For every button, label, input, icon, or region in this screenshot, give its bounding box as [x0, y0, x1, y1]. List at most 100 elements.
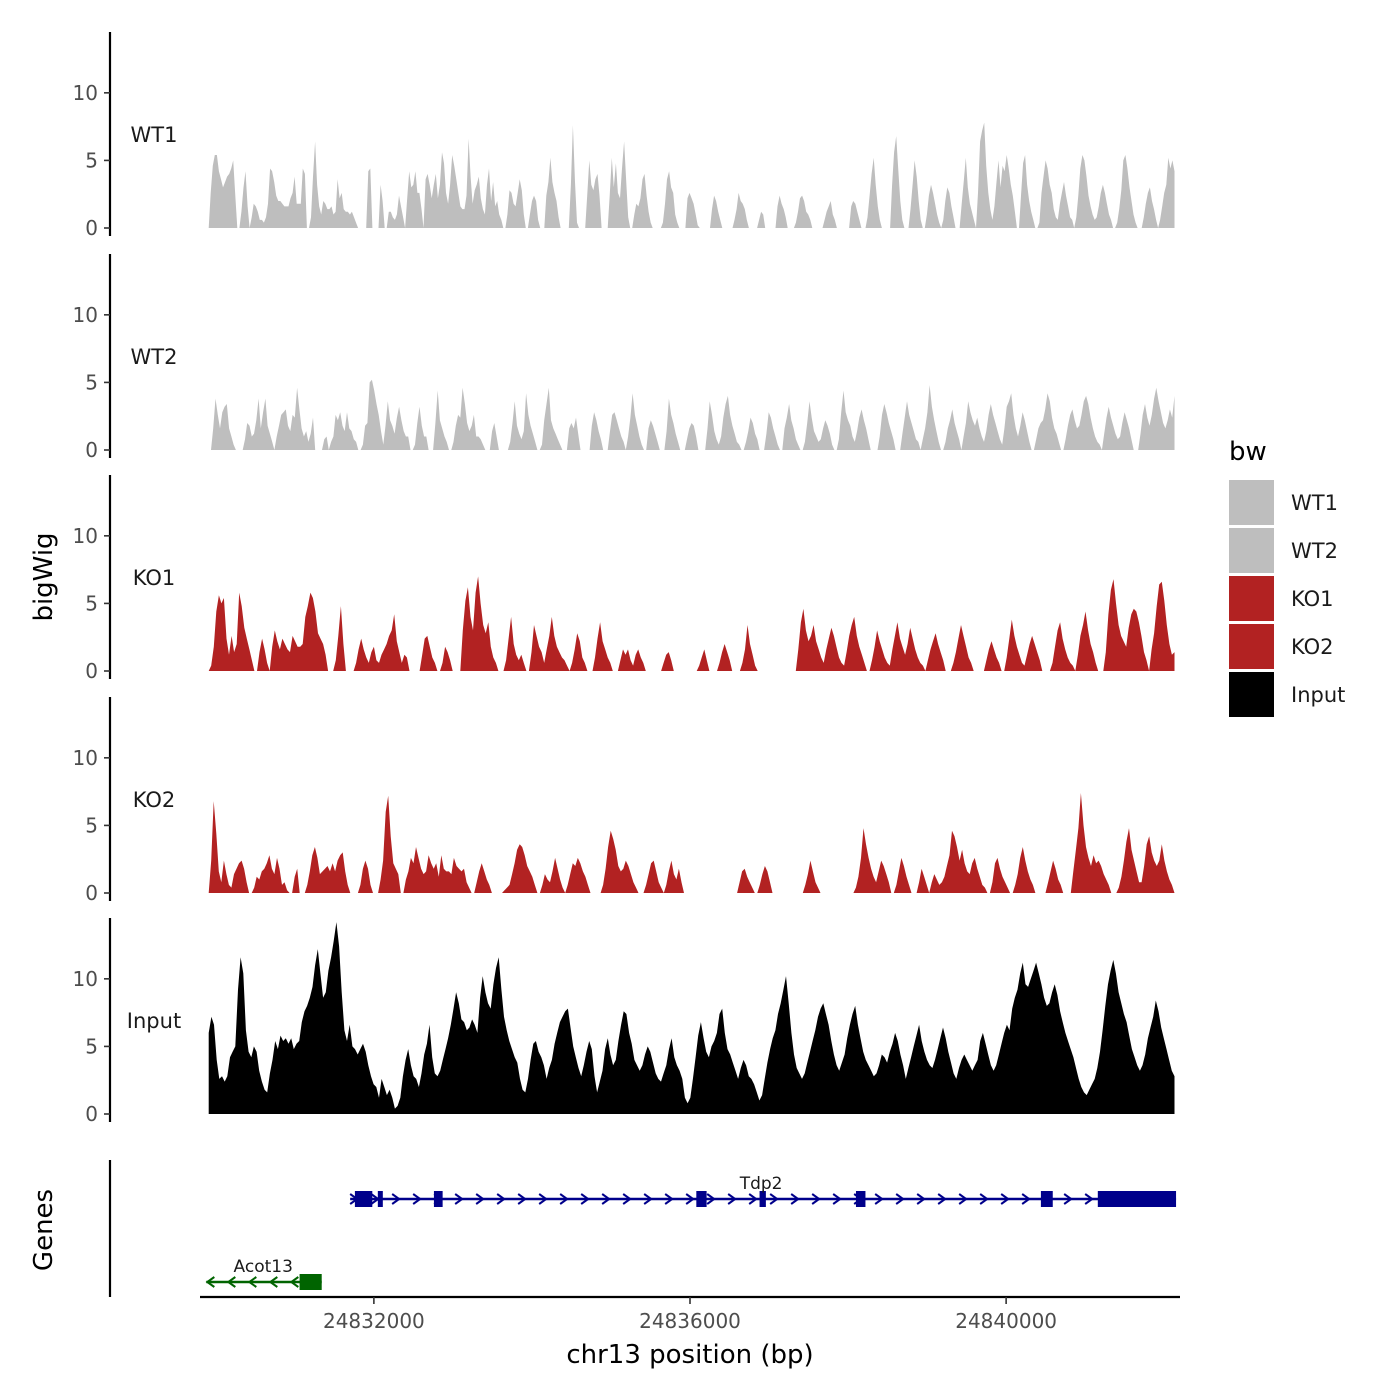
- strand-arrow: [958, 1193, 968, 1205]
- y-tick-label: 5: [85, 1034, 98, 1058]
- track-panel-ko1: 0 5 10 KO1: [73, 475, 1175, 683]
- coverage-area-wt1: [208, 122, 1175, 228]
- strand-arrow: [916, 1193, 926, 1205]
- legend-entry: WT2: [1229, 528, 1338, 573]
- gene-acot13: Acot13: [205, 1257, 322, 1290]
- legend-entry: KO2: [1229, 624, 1334, 669]
- track-label: WT1: [131, 123, 178, 147]
- gene-label: Acot13: [234, 1257, 293, 1277]
- strand-arrow: [538, 1193, 548, 1205]
- y-tick-label: 0: [85, 438, 98, 462]
- gene-annotation-panel: Tdp2 Acot13: [108, 1160, 1177, 1297]
- strand-arrow: [601, 1193, 611, 1205]
- legend-label: WT2: [1291, 539, 1338, 563]
- strand-arrow: [622, 1193, 632, 1205]
- strand-arrow: [391, 1193, 401, 1205]
- y-tick-label: 10: [73, 746, 98, 770]
- gene-exon: [855, 1191, 866, 1207]
- track-panel-ko2: 0 5 10 KO2: [73, 697, 1175, 905]
- strand-arrow: [979, 1193, 989, 1205]
- strand-arrow: [226, 1276, 236, 1288]
- strand-arrow: [1021, 1193, 1031, 1205]
- track-label: Input: [127, 1009, 181, 1033]
- y-tick-label: 0: [85, 659, 98, 683]
- strand-arrow: [727, 1193, 737, 1205]
- legend-label: KO2: [1291, 635, 1334, 659]
- legend-entry: Input: [1229, 672, 1345, 717]
- track-panel-wt1: 0 5 10 WT1: [73, 32, 1175, 240]
- gene-exon: [1097, 1191, 1177, 1207]
- legend-title: bw: [1229, 437, 1267, 467]
- legend-swatch: [1229, 624, 1274, 669]
- y-tick-label: 0: [85, 1102, 98, 1126]
- strand-arrow: [559, 1193, 569, 1205]
- strand-arrow: [769, 1193, 779, 1205]
- strand-arrow: [1063, 1193, 1073, 1205]
- x-axis-title: chr13 position (bp): [566, 1340, 813, 1370]
- legend-entry: KO1: [1229, 576, 1334, 621]
- y-axis-title: bigWig: [29, 532, 59, 621]
- strand-arrow: [664, 1193, 674, 1205]
- y-tick-label: 0: [85, 216, 98, 240]
- strand-arrow: [643, 1193, 653, 1205]
- y-tick-label: 5: [85, 148, 98, 172]
- strand-arrow: [685, 1193, 695, 1205]
- gene-exon: [759, 1191, 766, 1207]
- gene-exon: [1040, 1191, 1053, 1207]
- gene-exon: [377, 1191, 383, 1207]
- strand-arrow: [289, 1276, 299, 1288]
- strand-arrow: [247, 1276, 257, 1288]
- strand-arrow: [748, 1193, 758, 1205]
- strand-arrow: [475, 1193, 485, 1205]
- coverage-area-ko1: [208, 576, 1175, 671]
- genes-axis-title: Genes: [29, 1189, 59, 1271]
- strand-arrow: [790, 1193, 800, 1205]
- strand-arrow: [832, 1193, 842, 1205]
- strand-arrow: [268, 1276, 278, 1288]
- legend-label: WT1: [1291, 491, 1338, 515]
- track-label: KO2: [133, 788, 176, 812]
- y-tick-label: 10: [73, 81, 98, 105]
- strand-arrow: [454, 1193, 464, 1205]
- track-panel-wt2: 0 5 10 WT2: [73, 254, 1175, 462]
- x-tick-label: 24832000: [323, 1309, 425, 1333]
- strand-arrow: [937, 1193, 947, 1205]
- legend-swatch: [1229, 528, 1274, 573]
- y-tick-label: 10: [73, 524, 98, 548]
- strand-arrow: [580, 1193, 590, 1205]
- legend-label: Input: [1291, 683, 1345, 707]
- legend-swatch: [1229, 480, 1274, 525]
- strand-arrow: [895, 1193, 905, 1205]
- coverage-area-wt2: [208, 379, 1175, 450]
- legend: bw WT1 WT2 KO1 KO2 Input: [1229, 437, 1345, 717]
- strand-arrow: [412, 1193, 422, 1205]
- gene-exon: [299, 1274, 322, 1290]
- gene-label: Tdp2: [739, 1174, 783, 1194]
- legend-entry: WT1: [1229, 480, 1338, 525]
- legend-label: KO1: [1291, 587, 1334, 611]
- track-label: WT2: [131, 345, 178, 369]
- coverage-area-input: [208, 922, 1175, 1114]
- x-tick-label: 24836000: [639, 1309, 741, 1333]
- gene-exon: [354, 1191, 373, 1207]
- x-axis: 24832000 24836000 24840000: [200, 1295, 1180, 1333]
- gene-exon: [433, 1191, 443, 1207]
- gene-exon: [696, 1191, 707, 1207]
- y-tick-label: 5: [85, 591, 98, 615]
- y-tick-label: 5: [85, 813, 98, 837]
- coverage-tracks: 0 5 10 WT1 0 5 10 WT2 0 5 10 KO1 0 5 10 KO2 0 5 10 Input: [73, 32, 1175, 1126]
- y-tick-label: 5: [85, 370, 98, 394]
- y-tick-label: 10: [73, 303, 98, 327]
- strand-arrow: [1000, 1193, 1010, 1205]
- strand-arrow: [811, 1193, 821, 1205]
- strand-arrow: [706, 1193, 716, 1205]
- strand-arrow: [517, 1193, 527, 1205]
- track-panel-input: 0 5 10 Input: [73, 918, 1175, 1126]
- strand-arrow: [205, 1276, 215, 1288]
- strand-arrow: [1084, 1193, 1094, 1205]
- x-tick-label: 24840000: [955, 1309, 1057, 1333]
- legend-swatch: [1229, 672, 1274, 717]
- strand-arrow: [874, 1193, 884, 1205]
- coverage-area-ko2: [208, 793, 1175, 893]
